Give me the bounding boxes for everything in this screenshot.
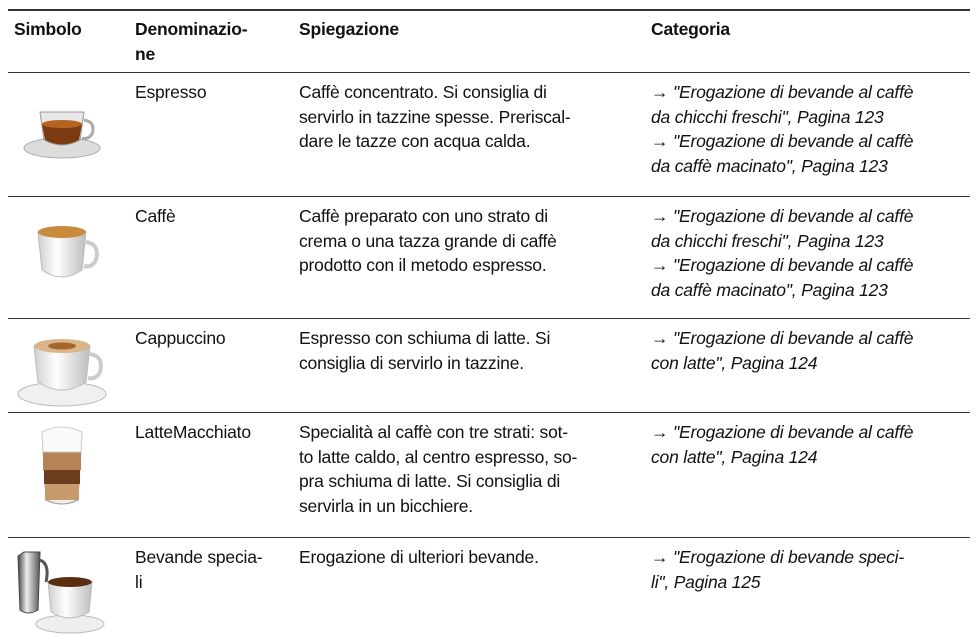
row-rule (8, 318, 970, 319)
category-text: → "Erogazione di bevande al caffè (651, 328, 914, 348)
category-text: → "Erogazione di bevande al caffè (651, 206, 914, 226)
explanation-text: servirla in un bicchiere. (299, 495, 473, 516)
top-rule (8, 9, 970, 11)
category-text: → "Erogazione di bevande al caffè (651, 422, 914, 442)
espresso-icon (23, 111, 101, 159)
explanation-text: Caffè concentrato. Si consiglia di (299, 82, 547, 102)
header-cell: Simbolo (14, 19, 82, 39)
category-text: da chicchi freschi", Pagina 123 (651, 106, 884, 127)
special-icon (17, 551, 105, 634)
category-text: → "Erogazione di bevande al caffè (651, 131, 914, 151)
category-text: da caffè macinato", Pagina 123 (651, 279, 888, 300)
name-text: li (135, 571, 143, 592)
caffe-icon (37, 226, 99, 278)
explanation-text: Caffè preparato con uno strato di (299, 206, 548, 226)
header-cell: Spiegazione (299, 19, 399, 39)
category-text: → "Erogazione di bevande speci- (651, 547, 904, 567)
latte-icon (41, 426, 83, 505)
category-text: → "Erogazione di bevande al caffè (651, 82, 914, 102)
category-text: da chicchi freschi", Pagina 123 (651, 230, 884, 251)
explanation-text: prodotto con il metodo espresso. (299, 255, 547, 275)
category-text: li", Pagina 125 (651, 571, 761, 592)
row-rule (8, 412, 970, 413)
explanation-text: Specialità al caffè con tre strati: sot- (299, 422, 568, 442)
name-text: Cappuccino (135, 328, 226, 348)
row-rule (8, 196, 970, 197)
name-text: Caffè (135, 206, 176, 226)
explanation-text: Erogazione di ulteriori bevande. (299, 547, 539, 567)
explanation-text: Espresso con schiuma di latte. Si (299, 328, 551, 348)
explanation-text: pra schiuma di latte. Si consiglia di (299, 471, 561, 491)
name-text: LatteMacchiato (135, 422, 251, 442)
header-cell: Categoria (651, 19, 730, 39)
row-rule (8, 72, 970, 73)
category-text: → "Erogazione di bevande al caffè (651, 255, 914, 275)
header-cell: ne (135, 43, 156, 64)
explanation-text: dare le tazze con acqua calda. (299, 131, 531, 151)
name-text: Bevande specia- (135, 547, 263, 567)
name-text: Espresso (135, 82, 207, 102)
category-text: con latte", Pagina 124 (651, 446, 818, 467)
row-rule (8, 537, 970, 538)
explanation-text: servirlo in tazzine spesse. Preriscal- (299, 106, 571, 127)
category-text: con latte", Pagina 124 (651, 352, 818, 373)
explanation-text: consiglia di servirlo in tazzine. (299, 352, 524, 373)
header-cell: Denominazio- (135, 19, 248, 39)
explanation-text: to latte caldo, al centro espresso, so- (299, 446, 578, 467)
category-text: da caffè macinato", Pagina 123 (651, 155, 888, 176)
cappuccino-icon (17, 339, 107, 407)
explanation-text: crema o una tazza grande di caffè (299, 230, 557, 251)
